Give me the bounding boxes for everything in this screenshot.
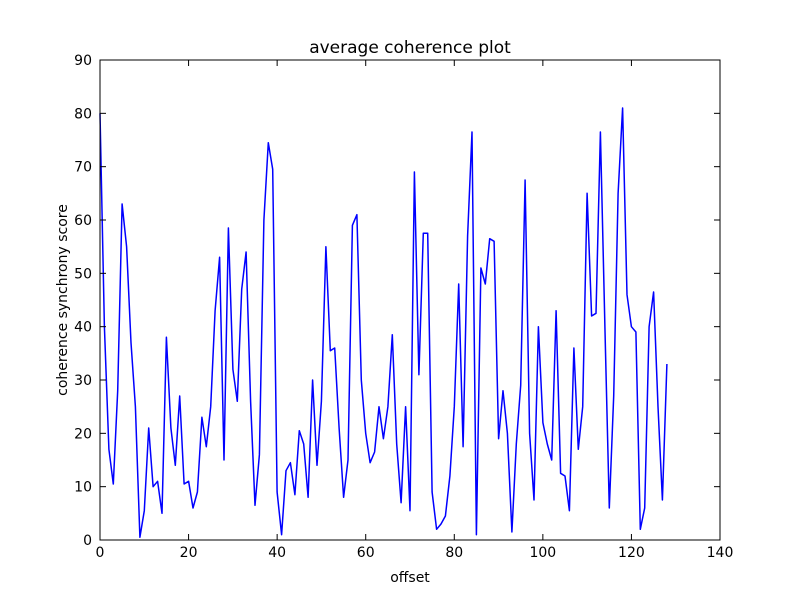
y-tick-label: 20 xyxy=(74,426,92,442)
y-tick-label: 30 xyxy=(74,373,92,389)
x-tick-label: 80 xyxy=(445,545,463,561)
y-tick-label: 60 xyxy=(74,213,92,229)
x-tick-label: 40 xyxy=(268,545,286,561)
y-tick-label: 90 xyxy=(74,53,92,69)
y-tick-label: 0 xyxy=(83,533,92,549)
x-axis-title: offset xyxy=(390,570,430,586)
y-tick-label: 80 xyxy=(74,106,92,122)
y-tick-label: 10 xyxy=(74,480,92,496)
x-tick-label: 0 xyxy=(96,545,105,561)
chart-title: average coherence plot xyxy=(309,38,511,58)
plot-frame xyxy=(99,59,721,541)
plot-area: 0 20 40 60 80 100 120 140 0 10 20 30 40 50 60 70 80 90 xyxy=(74,53,733,561)
y-tick-label: 50 xyxy=(74,266,92,282)
x-tick-label: 140 xyxy=(707,545,734,561)
y-tick-label: 40 xyxy=(74,320,92,336)
x-tick-label: 100 xyxy=(529,545,556,561)
y-axis-title: coherence synchrony score xyxy=(55,204,71,396)
series-line-0 xyxy=(99,107,668,539)
y-tick-label: 70 xyxy=(74,160,92,176)
x-tick-label: 60 xyxy=(357,545,375,561)
x-tick-label: 120 xyxy=(618,545,645,561)
x-tick-label: 20 xyxy=(180,545,198,561)
